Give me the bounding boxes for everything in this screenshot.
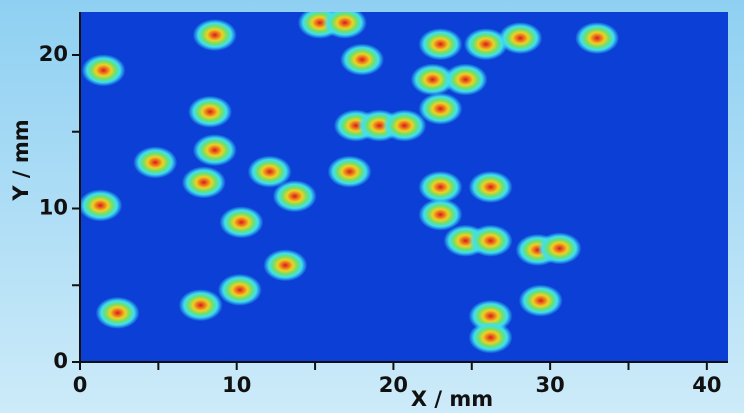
hot-spot [188, 95, 233, 128]
hot-spot [443, 63, 488, 96]
hot-spot [418, 171, 463, 203]
hot-spot [133, 146, 178, 179]
hot-spot [181, 166, 226, 199]
hot-spot [81, 54, 126, 87]
hot-spot [382, 109, 427, 142]
plot-background [80, 12, 728, 362]
hot-spot [537, 232, 582, 265]
y-tick-label: 0 [53, 349, 68, 373]
hot-spot [418, 28, 463, 61]
hot-spot [217, 273, 262, 306]
hot-spot [468, 171, 513, 203]
hot-spot [410, 63, 455, 96]
hot-spot [80, 189, 123, 222]
hot-spot [95, 296, 140, 329]
hot-spot [178, 289, 223, 322]
hot-spot [272, 180, 317, 213]
hot-spot [340, 43, 385, 76]
x-tick-label: 40 [692, 373, 721, 397]
x-tick-label: 30 [536, 373, 565, 397]
heatmap [80, 12, 620, 354]
hot-spot [518, 284, 563, 317]
hot-spot [247, 155, 292, 188]
hot-spot [463, 28, 508, 61]
x-tick-label: 20 [379, 373, 408, 397]
y-tick-label: 10 [39, 195, 68, 219]
hot-spot [498, 22, 543, 55]
hot-spot [327, 155, 372, 188]
x-tick-label: 0 [73, 373, 88, 397]
x-tick-label: 10 [222, 373, 251, 397]
hot-spot [263, 249, 308, 282]
hot-spot [322, 12, 367, 39]
hot-spot [468, 321, 513, 354]
y-axis-label: Y / mm [9, 119, 33, 201]
hot-spot [575, 22, 620, 55]
hot-spot [418, 92, 463, 125]
hot-spot [418, 198, 463, 231]
hot-spot [468, 224, 513, 257]
hot-spot [192, 134, 237, 167]
hot-spot [192, 19, 237, 52]
hot-spot [219, 206, 264, 239]
x-axis-label: X / mm [411, 387, 493, 411]
y-tick-label: 20 [39, 42, 68, 66]
